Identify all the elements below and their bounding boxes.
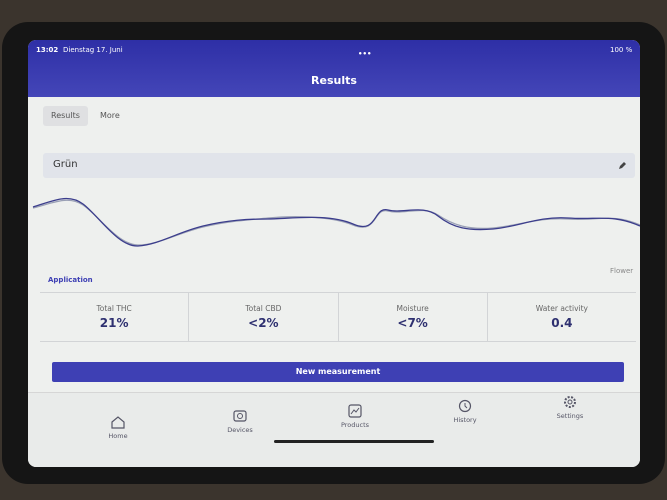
status-time: 13:02 [36,46,59,54]
tab[interactable]: Results [43,106,88,126]
tab-bar: Home Devices Products History Settings [28,392,640,467]
header-bar: 13:02 Dienstag 17. Juni ••• 100 % Result… [28,40,640,97]
home-indicator [274,440,434,443]
nav-item[interactable]: Home [88,415,148,440]
screen: 13:02 Dienstag 17. Juni ••• 100 % Result… [28,40,640,467]
metric: Water activity 0.4 [488,293,636,341]
nav-label: History [453,416,477,424]
nav-label: Products [340,421,370,429]
metric-label: Total THC [96,304,132,313]
products-icon [348,404,362,418]
metric-value: 0.4 [551,316,573,330]
devices-icon [233,410,247,422]
edit-icon[interactable] [618,161,627,170]
metric-label: Water activity [535,304,588,313]
metric-value: <7% [397,316,428,330]
nav-item[interactable]: Products [325,404,385,429]
metric-label: Moisture [396,304,429,313]
metric: Total CBD <2% [189,293,339,341]
spectrum-chart [32,197,640,247]
nav-label: Settings [556,412,584,420]
nav-label: Home [108,432,128,440]
history-icon [458,399,472,413]
metrics-row: Total THC 21% Total CBD <2% Moisture <7% Wa… [40,292,636,342]
new-measurement-button[interactable]: New measurement [52,362,624,382]
metric: Moisture <7% [339,293,488,341]
settings-icon [564,396,576,408]
metric-value: <2% [248,316,279,330]
metric: Total THC 21% [40,293,190,341]
sample-name: Grün [53,159,78,170]
nav-item[interactable]: Settings [540,395,600,420]
nav-label: Devices [227,426,253,434]
metric-label: Total CBD [245,304,282,313]
metric-value: 21% [99,316,129,330]
status-battery: 100 % [610,46,633,54]
home-icon [111,416,125,429]
sample-header: Grün [43,153,635,178]
nav-item[interactable]: Devices [210,409,270,434]
right-label: Flower [610,267,634,275]
nav-item[interactable]: History [435,399,495,424]
drag-dots: ••• [358,50,372,58]
tab[interactable]: More [100,111,120,120]
header-title: Results [311,74,357,87]
status-date: Dienstag 17. Juni [63,46,123,54]
left-label: Application [48,276,93,284]
